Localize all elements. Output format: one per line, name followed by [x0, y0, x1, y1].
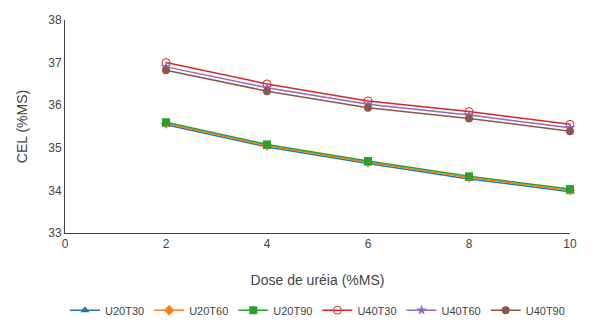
svg-text:0: 0 [62, 237, 69, 251]
svg-text:U40T30: U40T30 [357, 305, 396, 317]
svg-text:Dose de uréia (%MS): Dose de uréia (%MS) [251, 272, 385, 288]
svg-text:U40T60: U40T60 [442, 305, 481, 317]
svg-text:U20T60: U20T60 [189, 305, 228, 317]
svg-text:35: 35 [48, 141, 62, 155]
svg-text:37: 37 [48, 56, 62, 70]
svg-text:U20T90: U20T90 [273, 305, 312, 317]
svg-text:6: 6 [365, 237, 372, 251]
svg-text:33: 33 [48, 226, 62, 240]
svg-text:8: 8 [466, 237, 473, 251]
svg-text:36: 36 [48, 98, 62, 112]
svg-text:38: 38 [48, 13, 62, 27]
svg-text:CEL (%MS): CEL (%MS) [14, 90, 30, 163]
svg-text:4: 4 [264, 237, 271, 251]
svg-text:U40T90: U40T90 [526, 305, 565, 317]
svg-text:10: 10 [563, 237, 577, 251]
svg-text:2: 2 [163, 237, 170, 251]
svg-text:34: 34 [48, 184, 62, 198]
svg-text:U20T30: U20T30 [105, 305, 144, 317]
